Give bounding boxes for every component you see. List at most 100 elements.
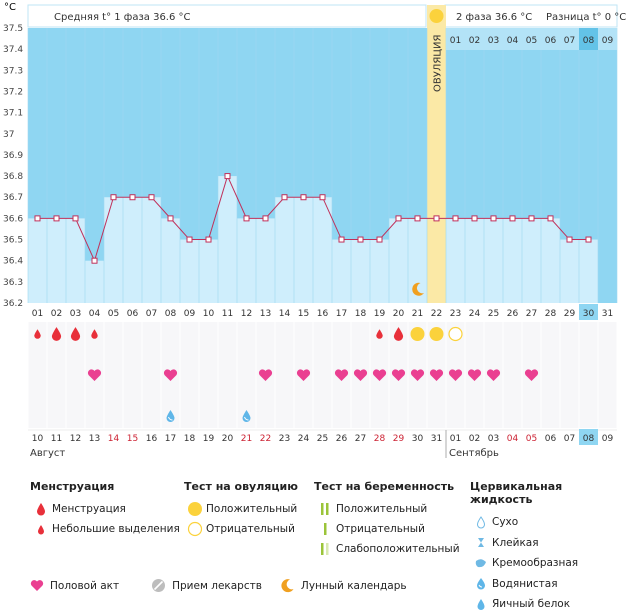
- x-tick-label: 24: [469, 309, 481, 319]
- top-day-cell: [598, 28, 617, 50]
- top-day-label: 05: [526, 36, 537, 46]
- calendar-day: 07: [564, 434, 575, 444]
- x-tick-label: 26: [507, 309, 519, 319]
- plot-area: ОВУЛЯЦИЯ 01 02 03 04 05 06 07 08 09: [27, 5, 618, 303]
- x-tick-label: 10: [203, 309, 215, 319]
- x-axis: 01 02 03 04 05 06 07 08 09 10 11 12 13 14 15 16 17 18 19 20…: [32, 304, 613, 320]
- calendar-day: 29: [393, 434, 405, 444]
- legend-cervical-item: Сухо: [492, 516, 519, 529]
- menstruation-drop: [91, 329, 98, 339]
- x-tick-label: 04: [89, 309, 101, 319]
- unit-label: °C: [4, 2, 16, 13]
- temperature-point: [243, 215, 250, 222]
- legend-menstruation: Менструация Менструация Небольшие выделе…: [30, 480, 180, 539]
- month-september: Сентябрь: [449, 448, 499, 459]
- calendar-today: [579, 429, 598, 445]
- legend-ovulation-test: Тест на овуляцию Положительный Отрицател…: [184, 480, 298, 539]
- top-day-label: 04: [507, 36, 519, 46]
- y-tick-label: 36.4: [3, 257, 23, 267]
- single-bar-icon: [314, 522, 336, 536]
- legend-cervical: Цервикальная жидкость Сухо Клейкая Кремо…: [470, 480, 626, 615]
- temperature-point: [433, 215, 440, 222]
- ovulation-label: ОВУЛЯЦИЯ: [433, 35, 444, 93]
- x-tick-label: 07: [146, 309, 157, 319]
- temperature-point: [471, 215, 478, 222]
- legend-menstruation-item: Менструация: [52, 503, 126, 515]
- temperature-bar: [579, 239, 598, 303]
- temperature-bar: [313, 197, 332, 303]
- temperature-bar: [85, 260, 104, 303]
- x-tick-label: 29: [564, 309, 576, 319]
- top-day-cell: [446, 28, 465, 50]
- creamy-icon: [470, 557, 492, 569]
- x-tick-label: 22: [431, 309, 442, 319]
- legend-meds: Прием лекарств: [151, 578, 262, 593]
- temperature-bar: [522, 218, 541, 303]
- legend-meds-label: Прием лекарств: [172, 579, 262, 592]
- calendar-day: 21: [241, 434, 252, 444]
- cervical-fluid-shine: [244, 416, 249, 421]
- moon-icon: [412, 282, 424, 296]
- temperature-bar: [541, 218, 560, 303]
- legend-menstruation-item: Небольшие выделения: [52, 523, 180, 535]
- legend-ovulation-item: Отрицательный: [206, 523, 295, 535]
- legend-lunar-label: Лунный календарь: [300, 579, 407, 592]
- y-tick-label: 36.2: [3, 299, 23, 309]
- legend-pregnancy-item: Слабоположительный: [336, 543, 460, 555]
- temperature-bar: [28, 218, 47, 303]
- x-tick-label: 05: [108, 309, 119, 319]
- y-tick-label: 37.3: [3, 66, 23, 76]
- calendar-day: 03: [488, 434, 499, 444]
- top-day-cell: [503, 28, 522, 50]
- y-tick-label: 36.8: [3, 172, 23, 182]
- cervical-fluid-icon: [166, 410, 175, 422]
- legend-cervical-title: Цервикальная жидкость: [470, 480, 563, 506]
- top-day-label: 01: [450, 36, 461, 46]
- ovulation-test-positive: [410, 327, 425, 341]
- temperature-bar: [199, 239, 218, 303]
- menstruation-drop: [70, 327, 81, 341]
- temperature-point: [167, 215, 174, 222]
- calendar-day: 26: [336, 434, 348, 444]
- temperature-bar: [389, 218, 408, 303]
- calendar-day: 27: [355, 434, 366, 444]
- calendar-day: 05: [526, 434, 537, 444]
- cervical-fluid-shine: [168, 416, 173, 421]
- menstruation-drop: [376, 329, 383, 339]
- temperature-bar: [465, 218, 484, 303]
- calendar-day: 16: [146, 434, 158, 444]
- legend-cervical-item: Водянистая: [492, 577, 558, 590]
- temperature-line: [37, 174, 589, 263]
- diff-text: Разница t° 0 °C: [546, 12, 626, 23]
- x-tick-label: 23: [450, 309, 461, 319]
- top-day-label: 09: [602, 36, 614, 46]
- calendar-day: 04: [507, 434, 519, 444]
- temperature-bar: [370, 239, 389, 303]
- legend-pregnancy-item: Положительный: [336, 503, 428, 515]
- temperature-point: [566, 236, 573, 243]
- temperature-bar: [123, 197, 142, 303]
- phase2-text: 2 фаза 36.6 °C: [456, 12, 532, 23]
- ovulation-test-negative: [448, 326, 463, 342]
- heart-icon: [391, 369, 406, 381]
- x-tick-label: 08: [165, 309, 177, 319]
- temperature-series: [34, 173, 592, 264]
- heart-icon: [410, 369, 425, 381]
- calendar-day: 30: [412, 434, 424, 444]
- ovulation-band: [427, 5, 446, 303]
- calendar-day: 13: [89, 434, 100, 444]
- heart-icon: [486, 369, 501, 381]
- y-tick-label: 36.5: [3, 236, 23, 246]
- temperature-point: [91, 257, 98, 264]
- top-day-label: 08: [583, 36, 595, 46]
- temperature-bar: [503, 218, 522, 303]
- bbt-chart: °C Средняя t° 1 фаза 36.6 °C 2 фаза 36.6…: [3, 2, 626, 459]
- heart-icon: [429, 369, 444, 381]
- x-tick-label: 12: [241, 309, 252, 319]
- y-tick-label: 37.1: [3, 109, 23, 119]
- x-tick-label: 16: [317, 309, 329, 319]
- menstruation-drop: [51, 327, 62, 341]
- top-day-label: 07: [564, 36, 575, 46]
- temperature-point: [281, 194, 288, 201]
- top-day-cell: [465, 28, 484, 50]
